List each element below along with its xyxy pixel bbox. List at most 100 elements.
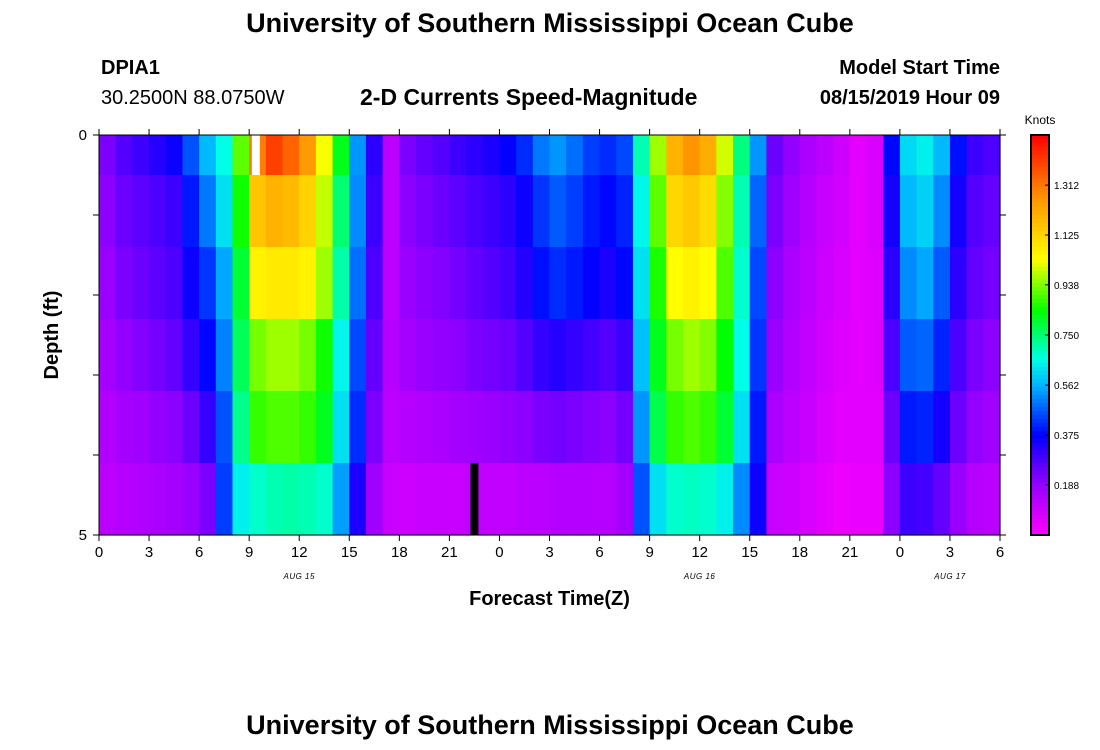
x-tick-label: 6 <box>595 544 603 561</box>
heat-cell <box>282 247 300 320</box>
heat-cell <box>516 319 534 392</box>
heat-cell <box>616 463 634 536</box>
heat-cell <box>849 319 868 392</box>
heat-cell <box>532 463 551 536</box>
heat-cell <box>749 135 768 176</box>
heat-cell <box>449 135 467 176</box>
colorbar-step <box>1031 355 1049 360</box>
heat-cell <box>949 247 968 320</box>
heat-cell <box>816 391 834 464</box>
heat-cell <box>532 135 551 176</box>
heat-cell <box>416 463 434 536</box>
heat-cell <box>783 319 801 392</box>
heat-cell <box>215 175 234 248</box>
heat-cell <box>599 319 617 392</box>
colorbar-step <box>1031 467 1049 472</box>
heat-cell <box>783 175 801 248</box>
heat-cell <box>132 175 150 248</box>
colorbar-step <box>1031 399 1049 404</box>
heat-cell <box>99 135 117 176</box>
heat-cell <box>716 463 734 536</box>
heat-cell <box>916 463 934 536</box>
heat-cell <box>849 391 868 464</box>
x-tick-label: 12 <box>691 544 708 561</box>
colorbar-step <box>1031 239 1049 244</box>
heat-cell <box>349 175 367 248</box>
heat-cell <box>966 391 984 464</box>
heat-cell <box>466 175 484 248</box>
heat-cell <box>816 175 834 248</box>
heat-cell <box>282 391 300 464</box>
heat-cell <box>349 391 367 464</box>
heatmap-cells <box>99 135 1001 536</box>
colorbar-step <box>1031 159 1049 164</box>
heat-cell <box>649 135 667 176</box>
heat-cell <box>883 391 901 464</box>
x-tick-label: 0 <box>495 544 503 561</box>
heat-cell <box>349 319 367 392</box>
heat-cell <box>899 175 918 248</box>
colorbar-step <box>1031 299 1049 304</box>
heat-cell <box>816 463 834 536</box>
heat-cell <box>733 247 751 320</box>
heat-cell <box>449 175 467 248</box>
heat-cell <box>99 175 117 248</box>
heat-cell <box>933 135 951 176</box>
x-axis-ticks: 0 3 6 9 12 15 18 21 0 3 6 9 12 15 18 21 0 3 6 <box>95 129 1004 561</box>
heat-cell <box>215 247 234 320</box>
heat-cell <box>933 463 951 536</box>
colorbar-gradient <box>1031 135 1049 536</box>
heat-cell <box>816 319 834 392</box>
x-tick-label: 3 <box>145 544 153 561</box>
heat-cell <box>833 391 851 464</box>
heat-cell <box>416 175 434 248</box>
colorbar-step <box>1031 259 1049 264</box>
heat-cell <box>199 135 217 176</box>
colorbar-step <box>1031 147 1049 152</box>
colorbar-step <box>1031 443 1049 448</box>
heat-cell <box>682 463 701 536</box>
colorbar-step <box>1031 531 1049 536</box>
heat-cell <box>232 135 250 176</box>
heat-cell <box>499 135 517 176</box>
colorbar-step <box>1031 507 1049 512</box>
colorbar-step <box>1031 291 1049 296</box>
heat-cell <box>399 135 417 176</box>
colorbar-step <box>1031 403 1049 408</box>
colorbar-step <box>1031 263 1049 268</box>
heat-cell <box>466 319 484 392</box>
heat-cell <box>599 391 617 464</box>
heat-cell <box>315 391 334 464</box>
heat-cell <box>149 247 167 320</box>
x-tick-label: 12 <box>291 544 308 561</box>
colorbar-step <box>1031 187 1049 192</box>
heat-cell <box>916 319 934 392</box>
heat-cell <box>649 463 667 536</box>
heat-cell <box>199 391 217 464</box>
heat-cell <box>549 463 567 536</box>
heat-cell <box>883 319 901 392</box>
heat-cell <box>582 175 601 248</box>
heat-cell <box>933 319 951 392</box>
heat-cell <box>199 463 217 536</box>
heat-cell <box>899 319 918 392</box>
colorbar-step <box>1031 135 1049 140</box>
y-axis-label: Depth (ft) <box>41 291 63 380</box>
heat-cell <box>265 463 284 536</box>
heat-cell <box>182 247 200 320</box>
heat-cell <box>232 175 250 248</box>
x-tick-label: 18 <box>791 544 808 561</box>
date-label: AUG 15 <box>282 572 315 581</box>
missing-data-cells <box>251 135 479 535</box>
heat-cell <box>332 175 350 248</box>
heat-cell <box>682 135 701 176</box>
heat-cell <box>432 319 450 392</box>
heat-cell <box>632 391 651 464</box>
heat-cell <box>499 463 517 536</box>
heat-cell <box>833 175 851 248</box>
x-tick-label: 0 <box>896 544 904 561</box>
heat-cell <box>315 135 334 176</box>
colorbar-step <box>1031 423 1049 428</box>
colorbar-step <box>1031 231 1049 236</box>
heat-cell <box>933 247 951 320</box>
